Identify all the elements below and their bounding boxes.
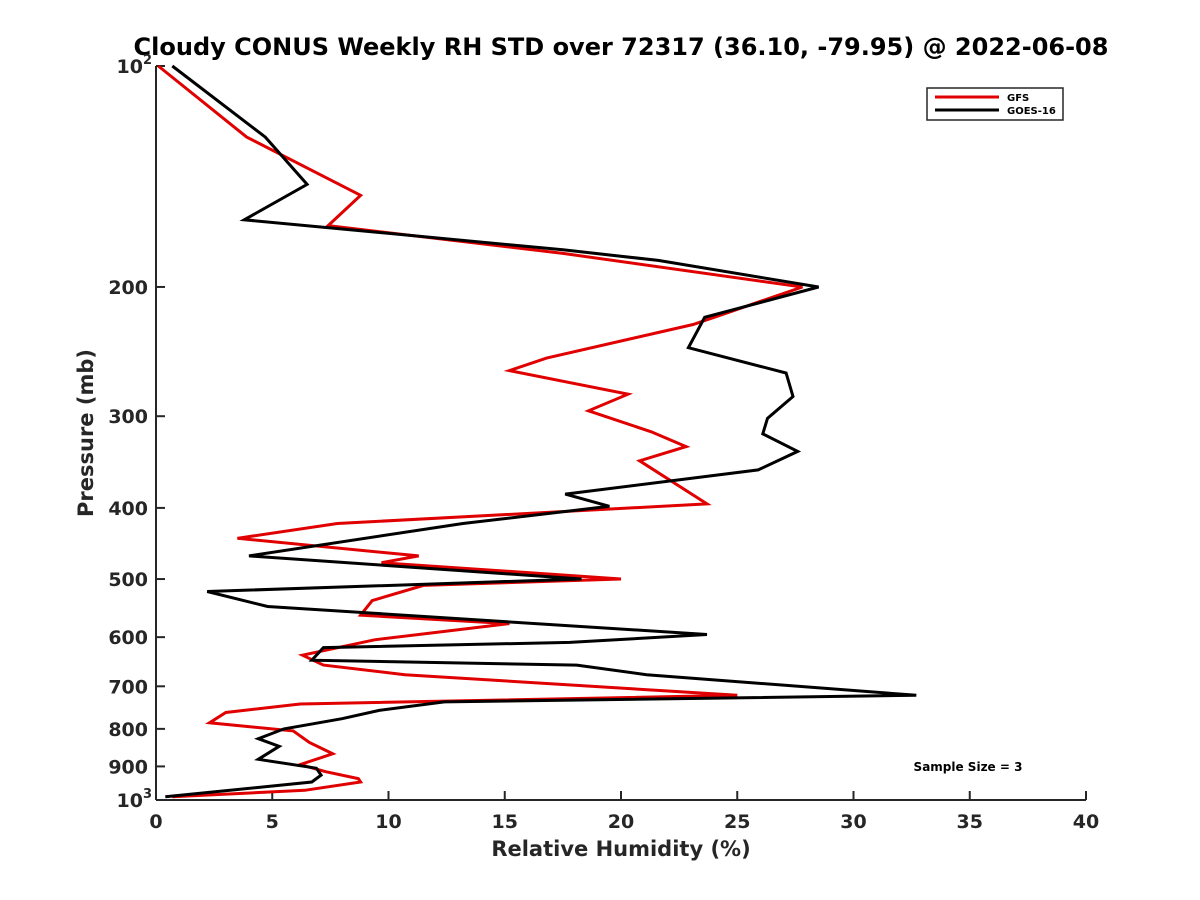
series-layer [157, 64, 917, 799]
legend: GFS GOES-16 [926, 87, 1064, 121]
y-tick-label: 600 [108, 627, 148, 649]
x-tick-label: 15 [492, 811, 518, 833]
y-axis-label: Pressure (mb) [74, 349, 98, 517]
y-tick-label: 103 [117, 787, 153, 812]
x-tick-label: 30 [840, 811, 866, 833]
legend-label-goes-16: GOES-16 [1007, 106, 1056, 117]
series-line-goes-16 [165, 64, 917, 799]
y-tick-label: 900 [108, 756, 148, 778]
y-tick-label: 102 [117, 53, 153, 78]
y-tick-label: 500 [108, 569, 148, 591]
y-tick-label: 800 [108, 719, 148, 741]
x-axis-ticks: 0 5 10 15 20 25 30 35 40 [149, 791, 1099, 833]
y-axis-ticks: 102 200 300 400 500 600 700 800 900 103 [108, 53, 165, 812]
x-axis-label: Relative Humidity (%) [491, 837, 750, 861]
x-tick-label: 35 [957, 811, 983, 833]
x-tick-label: 5 [266, 811, 279, 833]
x-tick-label: 40 [1073, 811, 1099, 833]
y-tick-label: 300 [108, 406, 148, 428]
y-tick-label: 200 [108, 277, 148, 299]
y-tick-label: 400 [108, 498, 148, 520]
sample-size-annotation: Sample Size = 3 [914, 760, 1023, 774]
legend-box [926, 87, 1064, 121]
x-tick-label: 20 [608, 811, 634, 833]
x-tick-label: 0 [149, 811, 162, 833]
x-tick-label: 10 [375, 811, 401, 833]
x-tick-label: 25 [724, 811, 750, 833]
chart-title: Cloudy CONUS Weekly RH STD over 72317 (3… [134, 33, 1109, 61]
y-tick-label: 700 [108, 676, 148, 698]
legend-label-gfs: GFS [1007, 93, 1029, 104]
